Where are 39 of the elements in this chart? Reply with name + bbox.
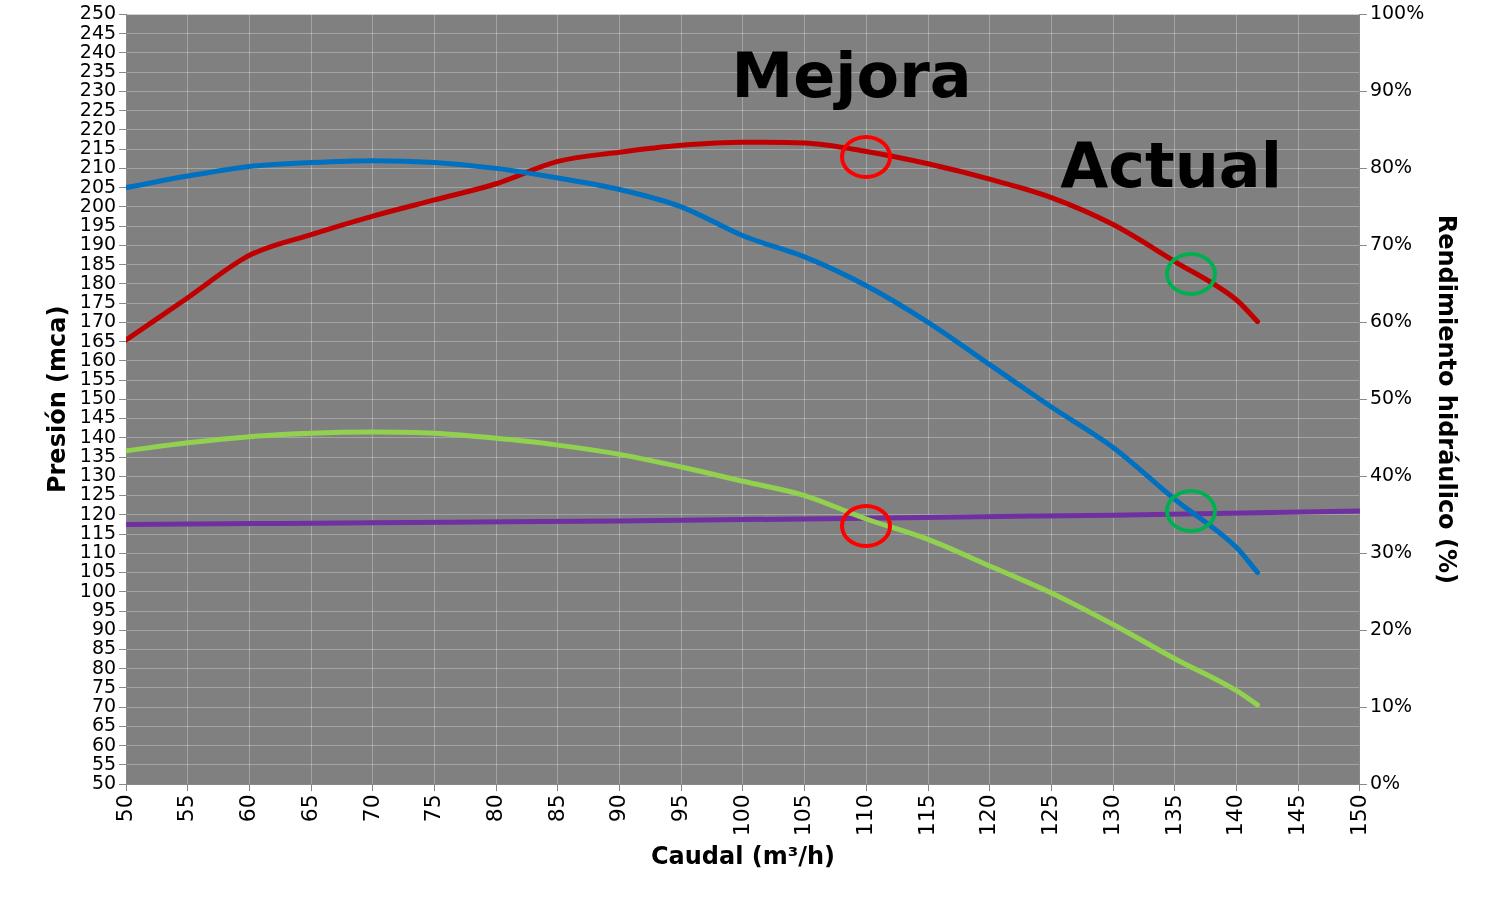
y2-tick-label: 50% [1369,386,1413,409]
x-tick-label: 95 [667,794,692,823]
x-tick-label: 140 [1222,794,1248,837]
y2-tick-label: 40% [1369,463,1413,486]
x-tick-label: 55 [173,794,199,823]
annotation: Actual [1060,128,1282,202]
y2-tick-label: 60% [1369,309,1413,332]
y-tick-label: 50 [91,771,117,794]
y2-tick-label: 10% [1369,694,1413,717]
x-tick-label: 130 [1098,794,1124,837]
y2-tick-label: 100% [1369,1,1425,24]
y2-axis-title: Rendimiento hidráulico (%) [1433,214,1462,584]
x-tick-label: 50 [111,794,137,823]
x-tick-label: 80 [481,794,507,823]
x-tick-label: 145 [1283,794,1309,837]
x-axis-title: Caudal (m³/h) [650,841,836,870]
x-tick-label: 90 [605,794,631,823]
x-tick-label: 115 [913,794,939,837]
x-tick-label: 60 [235,794,261,823]
y2-tick-label: 90% [1369,78,1413,101]
x-tick-label: 135 [1160,794,1186,837]
x-tick-label: 65 [296,794,322,823]
x-tick-label: 75 [420,794,446,823]
x-tick-label: 85 [543,794,569,823]
x-tick-label: 110 [852,794,878,837]
x-tick-label: 120 [975,794,1001,837]
x-tick-label: 105 [790,794,816,837]
x-tick-label: 150 [1345,794,1371,837]
y2-tick-label: 20% [1369,617,1413,640]
x-tick-label: 125 [1037,794,1063,837]
y-axis-title: Presión (mca) [42,305,71,494]
y2-tick-label: 80% [1369,155,1413,178]
y2-tick-label: 30% [1369,540,1413,563]
y2-tick-label: 0% [1369,771,1401,794]
y-tick-label: 155 [79,367,117,389]
x-tick-label: 100 [728,794,754,837]
annotation: Mejora [731,38,972,112]
y2-tick-label: 70% [1369,232,1413,255]
x-tick-label: 70 [358,794,384,823]
